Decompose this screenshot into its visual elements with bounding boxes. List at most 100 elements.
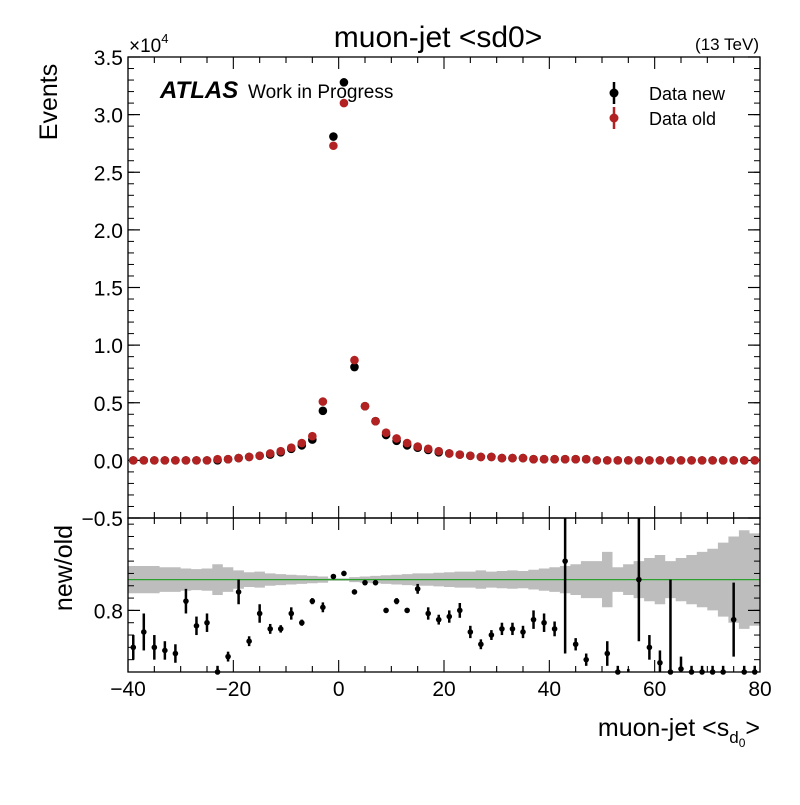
data-old-point [329, 141, 338, 151]
ratio-point [636, 576, 642, 583]
ratio-ylabel: new/old [50, 525, 78, 611]
data-old-point [350, 355, 359, 365]
top-ytick-label: 1.5 [94, 278, 123, 301]
ratio-point [467, 629, 474, 635]
atlas-sublabel: Work in Progress [248, 82, 393, 103]
ratio-point [383, 607, 389, 614]
data-old-point [444, 449, 454, 458]
atlas-label: ATLAS [159, 77, 238, 104]
data-old-point [550, 454, 559, 464]
ratio-point [562, 558, 568, 564]
ratio-panel: 0.8 −40 −20 0 20 40 60 80 [94, 517, 772, 701]
data-old-point [497, 453, 507, 463]
ratio-point [330, 573, 337, 580]
x-tick-labels: −40 −20 0 20 40 60 80 [110, 678, 771, 701]
ratio-point [657, 659, 663, 666]
ratio-point [530, 616, 537, 623]
data-old-point [676, 456, 686, 465]
ratio-point [499, 626, 505, 632]
x-tick-label: −40 [110, 678, 146, 701]
data-old-point [297, 438, 307, 448]
top-ytick-label: 1.0 [94, 335, 123, 358]
multiplier-exponent: 4 [161, 31, 168, 46]
data-old-point [423, 444, 433, 454]
data-old-point [434, 446, 444, 456]
data-old-point [697, 456, 707, 465]
data-old-point [687, 456, 696, 465]
ratio-point [299, 619, 305, 626]
data-old-point [392, 434, 401, 443]
data-new-point [350, 362, 359, 372]
ratio-point [141, 629, 147, 635]
legend-marker-old [609, 113, 619, 123]
data-old-point [560, 454, 570, 464]
ratio-ytick-label: 0.8 [94, 600, 123, 623]
ratio-point [730, 616, 737, 623]
x-axis-label: muon-jet <sd0> [598, 714, 760, 750]
data-old-point [192, 456, 201, 465]
ratio-point [425, 610, 432, 617]
top-ylabel: Events [35, 64, 63, 140]
data-old-point [571, 454, 580, 464]
ratio-point [256, 610, 263, 617]
x-axis-label-end: > [745, 714, 760, 742]
multiplier-label: ×104 [129, 31, 168, 57]
x-axis-label-main: muon-jet <s [598, 714, 729, 742]
x-axis-label-sub: d [729, 728, 738, 747]
data-old-point [729, 456, 738, 465]
ratio-point [151, 644, 158, 651]
data-old-point [592, 456, 602, 465]
ratio-point [225, 653, 231, 660]
top-points [128, 78, 760, 465]
data-old-point [602, 456, 612, 465]
ratio-point [309, 598, 316, 604]
data-old-point [645, 456, 654, 465]
ratio-point [351, 589, 358, 595]
data-old-point [128, 456, 138, 465]
data-new-point [329, 132, 338, 141]
data-old-point [318, 397, 328, 406]
ratio-point [488, 632, 495, 638]
data-old-point [139, 456, 149, 465]
ratio-point [277, 626, 284, 632]
legend: Data new Data old [609, 82, 726, 129]
top-ytick-label: 3.5 [94, 47, 123, 70]
ratio-point [393, 598, 400, 604]
ratio-point [183, 598, 189, 604]
top-ytick-label: 2.0 [94, 220, 123, 243]
ratio-point [583, 656, 589, 663]
data-old-point [371, 416, 380, 426]
ratio-point [520, 629, 526, 635]
top-ytick-label: 0.5 [94, 393, 123, 416]
top-ytick-label: 0.0 [94, 450, 123, 473]
ratio-point [288, 610, 295, 617]
data-old-point [487, 452, 496, 462]
ratio-point [509, 626, 516, 632]
data-old-point [518, 453, 528, 463]
data-old-point [718, 456, 728, 465]
ratio-point [341, 570, 347, 577]
data-old-point [255, 451, 264, 461]
legend-label-new: Data new [649, 84, 726, 104]
data-old-point [750, 456, 760, 465]
data-old-point [455, 450, 465, 459]
energy-label: (13 TeV) [695, 35, 759, 54]
data-new-point [318, 406, 328, 416]
top-ytick-labels: −0.5 0.0 0.5 1.0 1.5 2.0 2.5 3.0 3.5 [82, 47, 123, 531]
data-new-point [339, 78, 349, 87]
ratio-point [435, 616, 442, 623]
x-tick-label: 40 [538, 678, 561, 701]
ratio-point [457, 607, 463, 614]
ratio-panel-frame [127, 517, 761, 673]
ratio-point [246, 638, 252, 644]
ratio-point [372, 579, 379, 586]
data-old-point [171, 456, 180, 465]
ratio-point [362, 579, 368, 586]
data-old-point [339, 98, 349, 108]
ratio-point [404, 607, 410, 614]
data-old-point [466, 451, 475, 461]
data-old-point [739, 456, 749, 465]
data-old-point [213, 454, 222, 464]
